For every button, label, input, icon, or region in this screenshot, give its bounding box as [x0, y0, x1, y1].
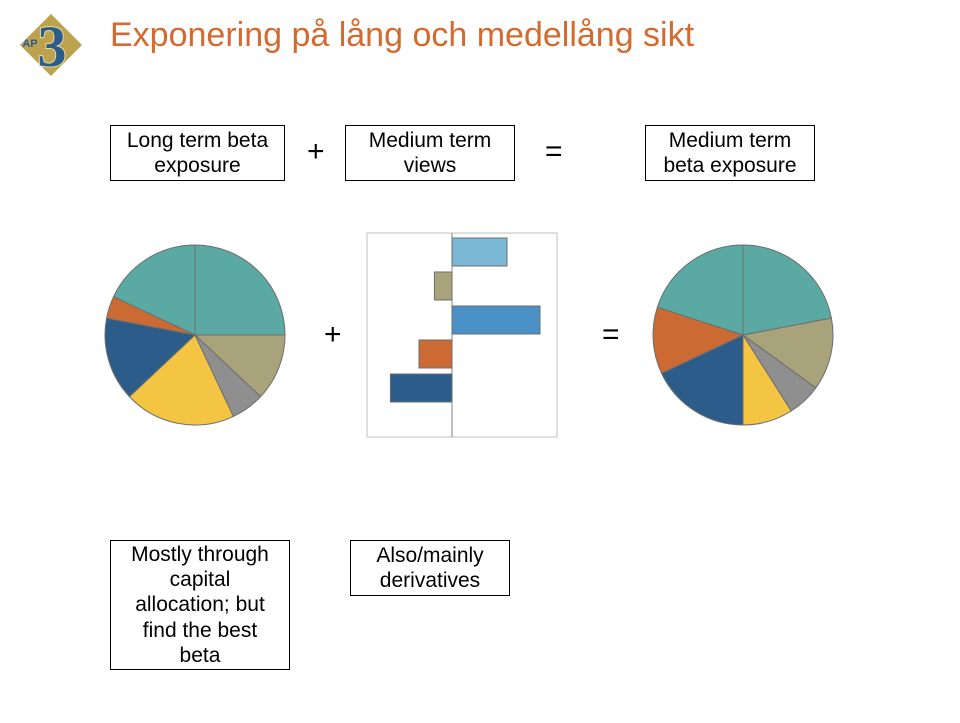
box-also-mainly-derivatives: Also/mainlyderivatives	[350, 540, 510, 596]
bar-chart-medium-term-views: 1	[362, 228, 572, 458]
operator-equals-1: =	[545, 135, 563, 169]
ap3-logo: 3 AP	[16, 10, 86, 80]
box-medium-term-beta-exposure: Medium termbeta exposure	[645, 125, 815, 181]
operator-plus-2: +	[324, 318, 342, 352]
box-long-term-beta-exposure: Long term betaexposure	[110, 125, 285, 181]
pie-medium-term	[648, 240, 838, 430]
svg-text:3: 3	[38, 14, 67, 79]
operator-equals-2: =	[602, 318, 620, 352]
logo-text: AP	[22, 38, 37, 50]
box-mostly-through-capital: Mostly throughcapitalallocation; butfind…	[110, 540, 290, 670]
pie-long-term	[100, 240, 290, 430]
box-medium-term-views: Medium termviews	[345, 125, 515, 181]
page-title: Exponering på lång och medellång sikt	[110, 16, 694, 55]
operator-plus-1: +	[307, 135, 325, 169]
